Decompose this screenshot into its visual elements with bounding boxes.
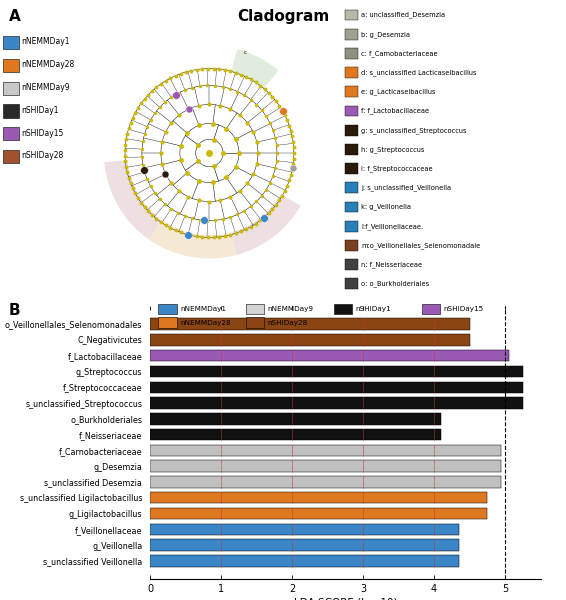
Text: c: c xyxy=(243,50,247,55)
Text: c: f_Camobacteriaceae: c: f_Camobacteriaceae xyxy=(361,50,438,57)
Text: Cladogram: Cladogram xyxy=(237,9,329,24)
Text: g: s_unclassified_Streptococcus: g: s_unclassified_Streptococcus xyxy=(361,127,466,134)
Text: nSHIDay1: nSHIDay1 xyxy=(355,306,391,312)
Bar xyxy=(150,319,470,330)
Text: nNEMMDay9: nNEMMDay9 xyxy=(22,83,70,92)
Bar xyxy=(150,492,487,503)
Text: nNEMMDay28: nNEMMDay28 xyxy=(180,320,230,326)
Text: A: A xyxy=(8,9,20,24)
Text: l:f_Veillonellaceae.: l:f_Veillonellaceae. xyxy=(361,223,423,230)
Text: m:o_Veillonellales_Selenomonadale: m:o_Veillonellales_Selenomonadale xyxy=(361,242,481,249)
Text: nSHIDay28: nSHIDay28 xyxy=(22,151,64,160)
Bar xyxy=(150,413,441,425)
Text: k: g_Veillonella: k: g_Veillonella xyxy=(361,203,411,211)
Bar xyxy=(150,445,501,456)
Text: h: g_Streptococcus: h: g_Streptococcus xyxy=(361,146,424,153)
Text: e: g_Lacticaseibacillus: e: g_Lacticaseibacillus xyxy=(361,88,436,95)
Bar xyxy=(150,429,441,440)
Bar xyxy=(150,524,459,535)
Text: f: f_Lactobacillaceae: f: f_Lactobacillaceae xyxy=(361,107,429,115)
X-axis label: LDA SCORE (log 10): LDA SCORE (log 10) xyxy=(294,598,397,600)
Bar xyxy=(150,397,523,409)
Wedge shape xyxy=(149,220,237,259)
Text: nNEMMDay1: nNEMMDay1 xyxy=(22,37,70,46)
Text: j: s_unclassified_Veillonella: j: s_unclassified_Veillonella xyxy=(361,184,451,191)
Text: n: f_Neisseriaceae: n: f_Neisseriaceae xyxy=(361,261,422,268)
Bar xyxy=(150,334,470,346)
Bar xyxy=(150,539,459,551)
Text: nSHIDay15: nSHIDay15 xyxy=(443,306,483,312)
Wedge shape xyxy=(231,49,278,88)
Bar xyxy=(150,476,501,488)
Text: a: unclassified_Desemzia: a: unclassified_Desemzia xyxy=(361,11,445,19)
Bar xyxy=(150,382,523,393)
Text: nSHIDay15: nSHIDay15 xyxy=(22,128,64,137)
Text: nSHIDay1: nSHIDay1 xyxy=(22,106,59,115)
Bar xyxy=(150,460,501,472)
Bar xyxy=(150,366,523,377)
Bar xyxy=(150,350,509,361)
Text: b: g_Desemzia: b: g_Desemzia xyxy=(361,31,410,38)
Wedge shape xyxy=(104,160,162,239)
Text: nSHIDay28: nSHIDay28 xyxy=(268,320,308,326)
Bar xyxy=(150,555,459,566)
Text: i: f_Streptococcaceae: i: f_Streptococcaceae xyxy=(361,165,433,172)
Text: B: B xyxy=(8,303,20,318)
Wedge shape xyxy=(231,194,301,255)
Text: d: s_unclassified Lacticaseibacillus: d: s_unclassified Lacticaseibacillus xyxy=(361,69,477,76)
Text: nNEMMDay1: nNEMMDay1 xyxy=(180,306,226,312)
Text: nNEMMDay28: nNEMMDay28 xyxy=(22,60,75,69)
Bar xyxy=(150,508,487,519)
Text: nNEMMDay9: nNEMMDay9 xyxy=(268,306,314,312)
Text: o: o_Burkholderiales: o: o_Burkholderiales xyxy=(361,280,429,287)
